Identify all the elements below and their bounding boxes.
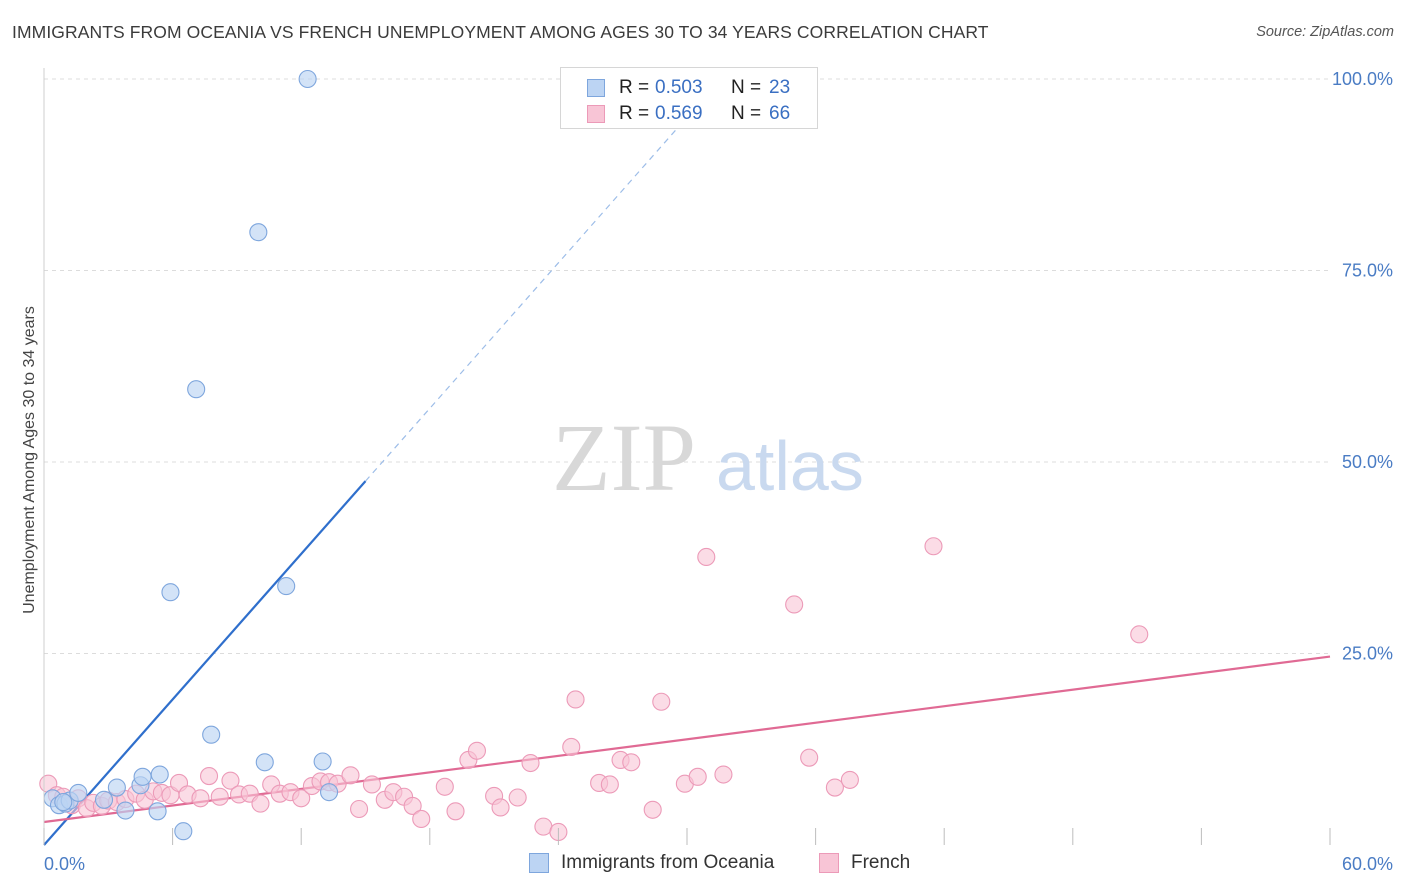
data-point-french — [341, 766, 360, 785]
data-point-oceania — [202, 725, 221, 744]
data-point-french — [191, 789, 210, 808]
data-point-oceania — [298, 69, 317, 89]
trend-line-oceania — [43, 480, 367, 846]
bottom-legend-label-oceania: Immigrants from Oceania — [561, 852, 775, 873]
legend-r-label: R = — [619, 103, 650, 124]
data-point-french — [924, 537, 943, 556]
data-point-french — [251, 794, 270, 813]
data-point-french — [199, 767, 219, 786]
legend-swatch-french — [587, 105, 605, 123]
legend-n-value: 23 — [769, 77, 791, 98]
axes: 25.0% 50.0% 75.0% 100.0% 0.0% 60.0% — [43, 68, 1393, 874]
data-point-french — [362, 775, 381, 794]
data-point-oceania — [148, 802, 167, 821]
bottom-legend-swatch-french — [819, 853, 839, 873]
data-points — [39, 69, 1149, 842]
data-point-french — [412, 809, 431, 829]
data-point-oceania — [116, 801, 135, 820]
y-tick-label: 75.0% — [1342, 261, 1393, 281]
data-point-french — [800, 748, 819, 767]
data-point-french — [467, 741, 487, 760]
y-tick-label: 100.0% — [1332, 69, 1393, 89]
data-point-french — [534, 817, 553, 836]
data-point-oceania — [69, 783, 88, 802]
data-point-oceania — [107, 778, 126, 797]
legend-n-label: N = — [731, 103, 762, 124]
data-point-french — [600, 775, 619, 794]
data-point-french — [403, 796, 422, 815]
legend-r-value: 0.569 — [655, 103, 703, 124]
legend-r-value: 0.503 — [655, 77, 703, 98]
data-point-oceania — [174, 822, 193, 841]
data-point-french — [643, 800, 662, 819]
data-point-french — [697, 547, 716, 567]
data-point-oceania — [313, 752, 332, 771]
data-point-oceania — [54, 793, 73, 812]
legend-r-label: R = — [619, 77, 650, 98]
x-tick-label: 60.0% — [1342, 854, 1393, 874]
legend-swatch-oceania — [587, 79, 605, 97]
data-point-french — [210, 787, 229, 806]
watermark-atlas: atlas — [716, 427, 864, 505]
data-point-oceania — [133, 767, 152, 786]
data-point-french — [521, 753, 540, 773]
data-point-french — [825, 778, 844, 797]
grid-lines — [44, 78, 1330, 654]
correlation-legend: R = 0.503 N = 23 R = 0.569 N = 66 — [560, 67, 818, 129]
data-point-french — [292, 789, 311, 808]
data-point-french — [688, 767, 707, 786]
y-tick-label: 25.0% — [1342, 644, 1393, 664]
watermark: ZIP atlas — [552, 404, 864, 511]
data-point-french — [622, 753, 641, 772]
data-point-oceania — [277, 577, 296, 596]
data-point-oceania — [150, 765, 169, 784]
data-point-oceania — [161, 583, 180, 602]
data-point-oceania — [255, 753, 274, 772]
data-point-oceania — [320, 783, 339, 802]
x-tick-label: 0.0% — [44, 854, 85, 874]
data-point-french — [491, 798, 510, 817]
data-point-french — [221, 771, 240, 790]
legend-n-value: 66 — [769, 103, 791, 124]
watermark-zip: ZIP — [552, 404, 696, 511]
data-point-french — [350, 799, 369, 819]
chart-title: IMMIGRANTS FROM OCEANIA VS FRENCH UNEMPL… — [12, 22, 989, 42]
data-point-french — [566, 690, 585, 709]
data-point-french — [785, 595, 804, 614]
data-point-french — [508, 788, 527, 807]
data-point-french — [1130, 625, 1149, 644]
data-point-french — [435, 777, 454, 796]
bottom-legend-label-french: French — [851, 852, 911, 873]
bottom-legend-swatch-oceania — [529, 853, 549, 873]
legend-n-label: N = — [731, 77, 762, 98]
source-label: Source: ZipAtlas.com — [1256, 24, 1394, 40]
data-point-french — [446, 802, 465, 821]
data-point-oceania — [94, 790, 114, 809]
data-point-french — [652, 692, 671, 711]
data-point-oceania — [249, 223, 268, 242]
data-point-french — [840, 770, 859, 789]
data-point-french — [562, 737, 581, 757]
data-point-oceania — [187, 380, 206, 399]
data-point-french — [714, 765, 733, 784]
y-tick-label: 50.0% — [1342, 452, 1393, 472]
trend-line-oceania-extension — [365, 116, 688, 482]
